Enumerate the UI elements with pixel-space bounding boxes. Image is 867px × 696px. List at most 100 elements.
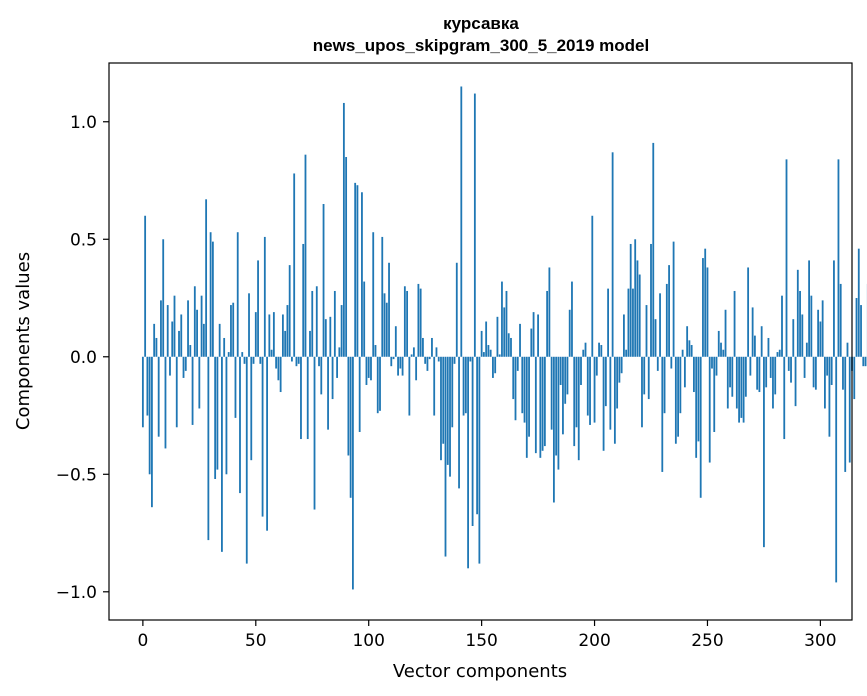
bar-55 xyxy=(266,356,268,531)
bar-170 xyxy=(525,356,528,458)
bar-287 xyxy=(790,356,792,383)
bar-269 xyxy=(749,356,752,376)
bars xyxy=(141,86,867,590)
bar-236 xyxy=(674,356,677,444)
bar-219 xyxy=(636,260,639,357)
bar-277 xyxy=(767,337,770,357)
bar-12 xyxy=(169,356,171,376)
bar-185 xyxy=(559,356,562,385)
bar-8 xyxy=(160,300,162,357)
bar-256 xyxy=(720,342,722,357)
bar-186 xyxy=(562,356,564,435)
bar-133 xyxy=(442,356,445,444)
bar-5 xyxy=(153,323,156,357)
bar-124 xyxy=(422,337,424,357)
bar-194 xyxy=(580,356,582,385)
bar-235 xyxy=(672,241,675,357)
bar-313 xyxy=(848,356,851,463)
bar-47 xyxy=(248,293,250,357)
bar-310 xyxy=(842,356,844,390)
bar-148 xyxy=(476,356,479,515)
bar-169 xyxy=(523,356,526,423)
bar-70 xyxy=(300,356,302,440)
bar-276 xyxy=(765,356,768,388)
bar-254 xyxy=(715,356,718,376)
bar-123 xyxy=(419,288,422,357)
bar-171 xyxy=(528,356,530,437)
bar-267 xyxy=(744,356,747,397)
bar-165 xyxy=(514,356,517,421)
bar-172 xyxy=(530,328,533,357)
bar-304 xyxy=(828,356,831,437)
bar-167 xyxy=(519,323,521,357)
bar-162 xyxy=(507,333,510,357)
bar-3 xyxy=(148,356,151,475)
bar-56 xyxy=(268,314,271,357)
bar-81 xyxy=(324,319,327,357)
x-tick-label-1: 50 xyxy=(245,631,267,651)
bar-198 xyxy=(589,356,591,425)
bar-43 xyxy=(239,356,241,494)
bar-203 xyxy=(600,345,603,357)
y-tick-label-0: −1.0 xyxy=(56,583,97,603)
bar-237 xyxy=(677,356,680,437)
bar-299 xyxy=(817,309,820,357)
bar-106 xyxy=(381,236,384,357)
bar-117 xyxy=(406,290,409,357)
bar-215 xyxy=(627,288,630,357)
bar-258 xyxy=(724,309,727,357)
bar-280 xyxy=(774,356,777,395)
bar-35 xyxy=(221,356,223,552)
bar-34 xyxy=(218,323,221,357)
bar-307 xyxy=(835,356,838,583)
bar-155 xyxy=(492,356,494,378)
bar-178 xyxy=(543,356,546,447)
bar-16 xyxy=(178,330,180,357)
bar-295 xyxy=(808,260,810,357)
bar-257 xyxy=(722,349,725,357)
bar-179 xyxy=(546,290,549,357)
bar-211 xyxy=(618,356,621,383)
bar-199 xyxy=(591,215,594,357)
bar-217 xyxy=(632,288,634,357)
bar-0 xyxy=(141,356,144,428)
bar-262 xyxy=(733,290,736,357)
bar-39 xyxy=(230,305,232,357)
bar-75 xyxy=(311,290,314,357)
bar-42 xyxy=(236,232,239,357)
bar-273 xyxy=(758,356,761,393)
bar-161 xyxy=(505,290,508,357)
bar-77 xyxy=(315,286,318,357)
bar-224 xyxy=(647,356,650,400)
bar-192 xyxy=(575,356,578,428)
bar-110 xyxy=(390,356,393,367)
bar-289 xyxy=(794,356,797,407)
bar-271 xyxy=(753,335,756,357)
bar-137 xyxy=(451,356,454,428)
bar-33 xyxy=(216,356,219,470)
bar-189 xyxy=(568,309,571,357)
bar-195 xyxy=(582,349,585,357)
bar-101 xyxy=(370,356,372,381)
bar-27 xyxy=(202,323,205,357)
bar-64 xyxy=(286,305,289,357)
bar-87 xyxy=(338,347,341,357)
bar-228 xyxy=(656,356,659,371)
bar-46 xyxy=(245,356,248,564)
bar-183 xyxy=(555,356,558,456)
bar-21 xyxy=(189,345,192,357)
bar-230 xyxy=(661,356,664,472)
bar-36 xyxy=(223,337,226,357)
bar-244 xyxy=(693,356,695,393)
bar-108 xyxy=(385,302,388,357)
bar-231 xyxy=(663,356,666,414)
bar-11 xyxy=(166,305,169,357)
bar-251 xyxy=(708,356,711,463)
bar-266 xyxy=(742,356,745,423)
bar-285 xyxy=(785,159,788,357)
bar-168 xyxy=(521,356,524,414)
bar-63 xyxy=(284,330,287,357)
bar-233 xyxy=(668,265,670,357)
